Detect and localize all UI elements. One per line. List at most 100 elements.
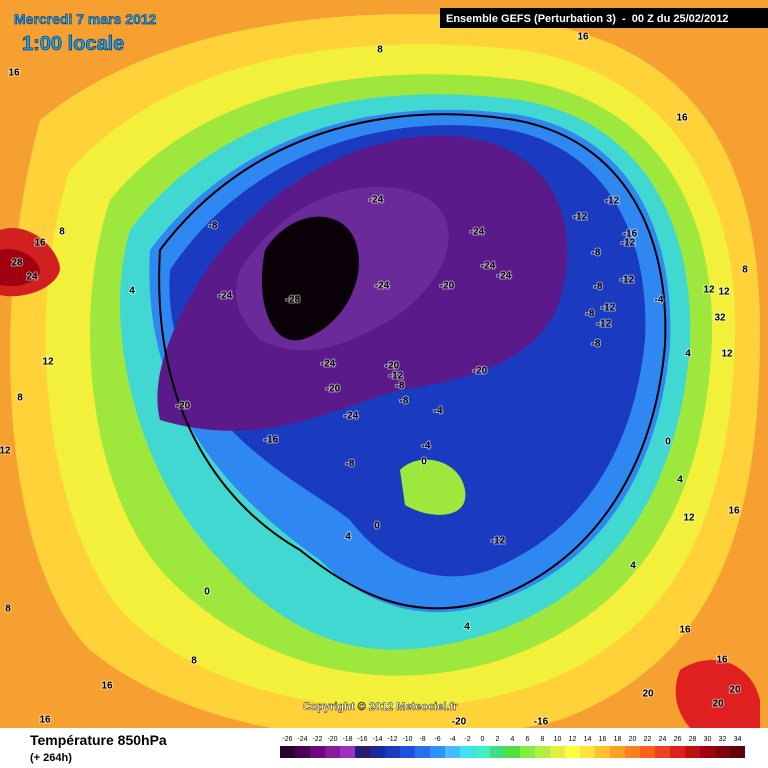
colorbar-label: -22 — [312, 736, 322, 743]
colorbar-swatch — [550, 746, 565, 758]
colorbar-label: 18 — [614, 736, 622, 743]
colorbar-label: 28 — [689, 736, 697, 743]
contour-label: -16 — [534, 717, 549, 728]
contour-label: -20 — [473, 366, 488, 377]
colorbar-label: -16 — [357, 736, 367, 743]
contour-label: 28 — [11, 258, 23, 269]
colorbar-swatch — [700, 746, 715, 758]
colorbar-label: -14 — [372, 736, 382, 743]
contour-label: -24 — [497, 271, 512, 282]
colorbar-label: 8 — [541, 736, 545, 743]
contour-label: 8 — [5, 604, 11, 615]
colorbar-swatch — [355, 746, 370, 758]
contour-label: 16 — [679, 625, 691, 636]
colorbar-swatch — [730, 746, 745, 758]
contour-label: 20 — [712, 699, 724, 710]
colorbar-swatch — [640, 746, 655, 758]
colorbar-label: -2 — [464, 736, 470, 743]
contour-label: -20 — [176, 401, 191, 412]
contour-label: -12 — [605, 196, 620, 207]
colorbar-swatch — [460, 746, 475, 758]
contour-label: -24 — [321, 359, 336, 370]
contour-label: 16 — [577, 32, 589, 43]
contour-label: 12 — [703, 285, 715, 296]
colorbar-swatch — [520, 746, 535, 758]
colorbar-label: -26 — [282, 736, 292, 743]
contour-label: -12 — [573, 212, 588, 223]
copyright: Copyright © 2012 Meteociel.fr — [303, 701, 459, 713]
contour-label: 4 — [345, 532, 351, 543]
colorbar-swatch — [580, 746, 595, 758]
contour-label: 12 — [0, 446, 11, 457]
contour-label: 4 — [129, 286, 135, 297]
colorbar-label: -6 — [434, 736, 440, 743]
colorbar-label: 4 — [511, 736, 515, 743]
contour-label: -12 — [601, 303, 616, 314]
contour-label: -20 — [326, 384, 341, 395]
colorbar-swatch — [295, 746, 310, 758]
contour-label: 8 — [377, 45, 383, 56]
colorbar-swatch — [535, 746, 550, 758]
contour-label: -16 — [264, 435, 279, 446]
contour-label: -4 — [434, 406, 443, 417]
contour-label: 8 — [59, 227, 65, 238]
contour-labels: 81616161628248412-8-24-24-24-24-12-12-16… — [0, 31, 749, 729]
time-title: 1:00 locale — [22, 33, 124, 55]
colorbar-label: 2 — [496, 736, 500, 743]
contour-label: 16 — [8, 68, 20, 79]
contour-label: 8 — [742, 265, 748, 276]
contour-label: -20 — [452, 717, 467, 728]
colorbar-label: -20 — [327, 736, 337, 743]
contour-label: -8 — [346, 459, 355, 470]
footer-subtitle: (+ 264h) — [30, 752, 72, 764]
contour-label: 16 — [101, 681, 113, 692]
colorbar-label: -8 — [419, 736, 425, 743]
contour-label: -24 — [481, 261, 496, 272]
colorbar-label: 10 — [554, 736, 562, 743]
contour-label: 16 — [676, 113, 688, 124]
colorbar-swatch — [310, 746, 325, 758]
colorbar-label: 6 — [526, 736, 530, 743]
colorbar-swatch — [340, 746, 355, 758]
contour-label: -12 — [491, 536, 506, 547]
colorbar-swatch — [595, 746, 610, 758]
colorbar-swatch — [385, 746, 400, 758]
colorbar-swatch — [475, 746, 490, 758]
contour-label: -8 — [592, 248, 601, 259]
contour-label: 16 — [728, 506, 740, 517]
contour-label: 0 — [665, 437, 671, 448]
colorbar-label: 14 — [584, 736, 592, 743]
contour-label: -12 — [620, 275, 635, 286]
contour-label: 4 — [464, 622, 470, 633]
date-title: Mercredi 7 mars 2012 — [14, 11, 157, 27]
contour-label: -12 — [621, 238, 636, 249]
colorbar-swatch — [505, 746, 520, 758]
colorbar-swatch — [685, 746, 700, 758]
contour-label: 4 — [630, 561, 636, 572]
colorbar-label: 34 — [734, 736, 742, 743]
colorbar-swatch — [715, 746, 730, 758]
contour-label: 16 — [34, 238, 46, 249]
contour-label: 20 — [642, 689, 654, 700]
contour-label: 12 — [718, 287, 730, 298]
colorbar-swatch — [280, 746, 295, 758]
contour-label: -8 — [592, 339, 601, 350]
colorbar-swatch — [490, 746, 505, 758]
contour-label: -28 — [286, 295, 301, 306]
colorbar-swatch — [415, 746, 430, 758]
colorbar-swatch — [670, 746, 685, 758]
colorbar-swatch — [445, 746, 460, 758]
colorbar-swatch — [400, 746, 415, 758]
colorbar-swatch — [610, 746, 625, 758]
contour-label: 12 — [683, 513, 695, 524]
contour-label: 16 — [39, 715, 51, 726]
run-banner — [440, 8, 768, 28]
contour-label: -8 — [586, 309, 595, 320]
contour-label: -8 — [209, 221, 218, 232]
contour-label: 4 — [685, 349, 691, 360]
temperature-field — [0, 0, 768, 740]
colorbar-label: 32 — [719, 736, 727, 743]
colorbar: -26 -24 -22 -20 -18 -16 -14 -12 -10 -8 -6 -4 -2 0 2 4 6 8… — [280, 736, 745, 758]
contour-label: 0 — [374, 521, 380, 532]
